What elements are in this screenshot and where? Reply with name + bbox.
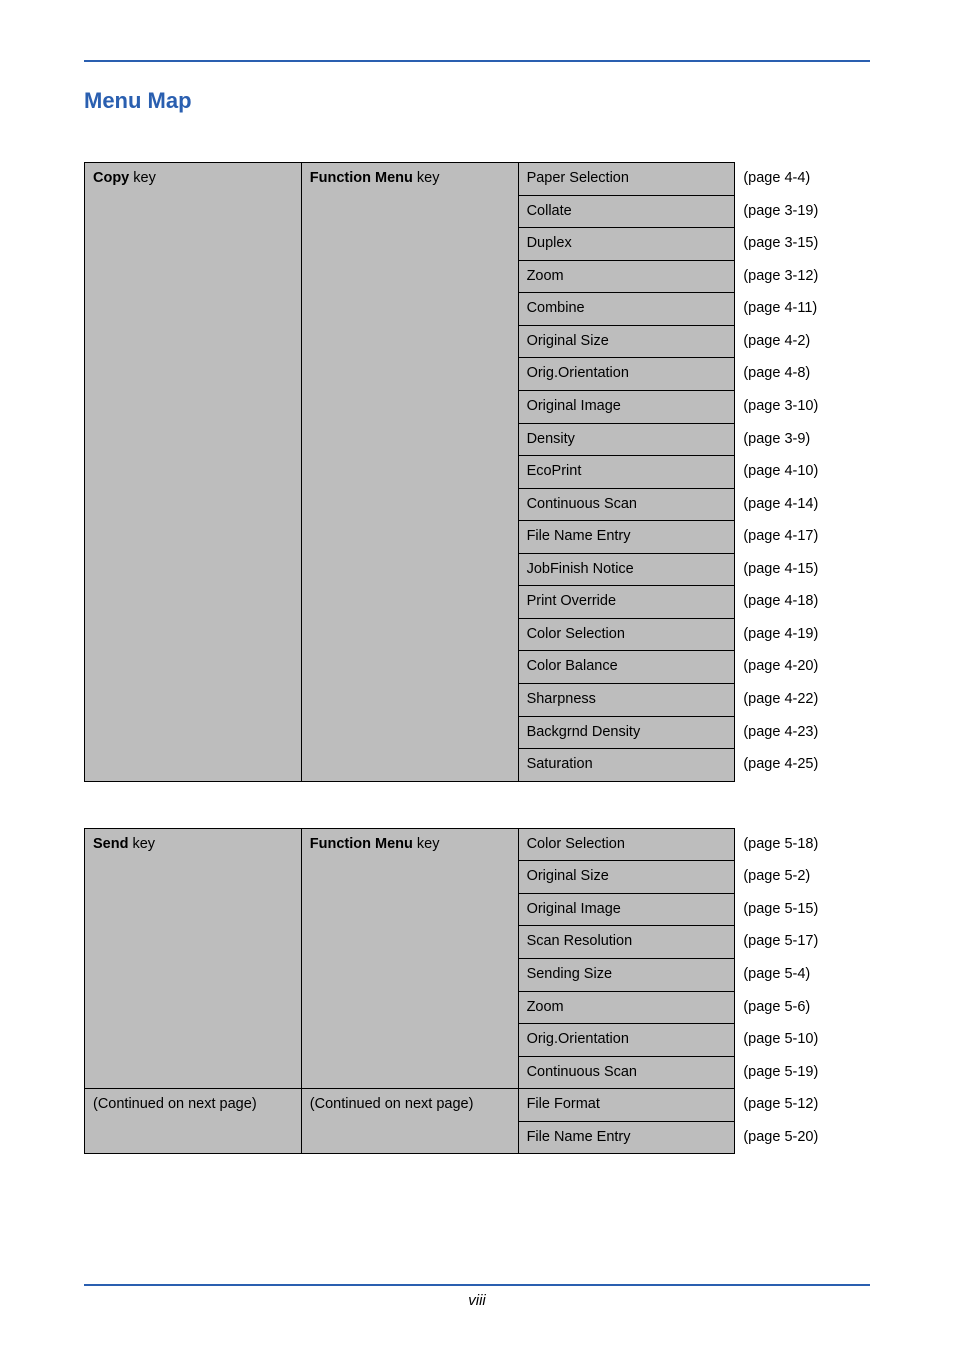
- page-ref-cell: (page 4-2): [735, 325, 870, 358]
- menu-item-cell: Sharpness: [518, 684, 735, 717]
- menu-item-cell: Paper Selection: [518, 163, 735, 196]
- page-ref-cell: (page 5-20): [735, 1121, 870, 1154]
- menu-item-cell: Continuous Scan: [518, 488, 735, 521]
- page-ref-cell: (page 4-14): [735, 488, 870, 521]
- page-ref-cell: (page 5-17): [735, 926, 870, 959]
- page-ref-cell: (page 4-15): [735, 553, 870, 586]
- page-ref-cell: (page 3-10): [735, 390, 870, 423]
- function-menu-cell: Function Menu key: [301, 163, 518, 782]
- page-ref-cell: (page 4-10): [735, 456, 870, 489]
- page-ref-cell: (page 3-9): [735, 423, 870, 456]
- menu-item-cell: Zoom: [518, 991, 735, 1024]
- page-ref-cell: (page 5-10): [735, 1024, 870, 1057]
- menu-item-cell: Combine: [518, 293, 735, 326]
- tables-container: Copy keyFunction Menu keyPaper Selection…: [84, 162, 870, 1154]
- menu-item-cell: JobFinish Notice: [518, 553, 735, 586]
- page-number: viii: [468, 1292, 486, 1309]
- menu-item-cell: Original Image: [518, 390, 735, 423]
- menu-table: Copy keyFunction Menu keyPaper Selection…: [84, 162, 870, 782]
- table-row: Copy keyFunction Menu keyPaper Selection…: [85, 163, 870, 196]
- page-ref-cell: (page 4-22): [735, 684, 870, 717]
- page-ref-cell: (page 4-18): [735, 586, 870, 619]
- page-ref-cell: (page 4-25): [735, 749, 870, 782]
- menu-item-cell: Scan Resolution: [518, 926, 735, 959]
- menu-item-cell: Zoom: [518, 260, 735, 293]
- menu-item-cell: Density: [518, 423, 735, 456]
- page-ref-cell: (page 5-18): [735, 828, 870, 861]
- top-rule: [84, 60, 870, 62]
- page-ref-cell: (page 5-4): [735, 958, 870, 991]
- page-footer: viii: [84, 1284, 870, 1310]
- menu-item-cell: Color Balance: [518, 651, 735, 684]
- page-ref-cell: (page 4-8): [735, 358, 870, 391]
- menu-item-cell: Original Size: [518, 325, 735, 358]
- page-ref-cell: (page 4-23): [735, 716, 870, 749]
- key-cell: Copy key: [85, 163, 302, 782]
- menu-item-cell: File Name Entry: [518, 1121, 735, 1154]
- page-ref-cell: (page 3-15): [735, 228, 870, 261]
- page-ref-cell: (page 5-2): [735, 861, 870, 894]
- menu-item-cell: Orig.Orientation: [518, 1024, 735, 1057]
- menu-item-cell: Collate: [518, 195, 735, 228]
- menu-item-cell: Duplex: [518, 228, 735, 261]
- menu-item-cell: Orig.Orientation: [518, 358, 735, 391]
- page-ref-cell: (page 3-12): [735, 260, 870, 293]
- menu-item-cell: EcoPrint: [518, 456, 735, 489]
- menu-item-cell: Color Selection: [518, 828, 735, 861]
- page-ref-cell: (page 5-15): [735, 893, 870, 926]
- page-ref-cell: (page 4-11): [735, 293, 870, 326]
- page-ref-cell: (page 3-19): [735, 195, 870, 228]
- function-menu-cell: Function Menu key: [301, 828, 518, 1089]
- menu-item-cell: Print Override: [518, 586, 735, 619]
- menu-item-cell: Color Selection: [518, 618, 735, 651]
- menu-item-cell: Original Size: [518, 861, 735, 894]
- menu-item-cell: Saturation: [518, 749, 735, 782]
- page-ref-cell: (page 5-6): [735, 991, 870, 1024]
- key-continued-cell: (Continued on next page): [85, 1089, 302, 1154]
- menu-item-cell: Backgrnd Density: [518, 716, 735, 749]
- table-row: (Continued on next page)(Continued on ne…: [85, 1089, 870, 1122]
- page-ref-cell: (page 5-19): [735, 1056, 870, 1089]
- menu-item-cell: Continuous Scan: [518, 1056, 735, 1089]
- page-title: Menu Map: [84, 88, 870, 114]
- page-ref-cell: (page 5-12): [735, 1089, 870, 1122]
- page-ref-cell: (page 4-4): [735, 163, 870, 196]
- menu-table: Send keyFunction Menu keyColor Selection…: [84, 828, 870, 1155]
- page-ref-cell: (page 4-17): [735, 521, 870, 554]
- page-ref-cell: (page 4-19): [735, 618, 870, 651]
- function-continued-cell: (Continued on next page): [301, 1089, 518, 1154]
- menu-item-cell: File Name Entry: [518, 521, 735, 554]
- footer-rule: [84, 1284, 870, 1286]
- menu-item-cell: Sending Size: [518, 958, 735, 991]
- page-ref-cell: (page 4-20): [735, 651, 870, 684]
- table-row: Send keyFunction Menu keyColor Selection…: [85, 828, 870, 861]
- menu-item-cell: Original Image: [518, 893, 735, 926]
- menu-item-cell: File Format: [518, 1089, 735, 1122]
- key-cell: Send key: [85, 828, 302, 1089]
